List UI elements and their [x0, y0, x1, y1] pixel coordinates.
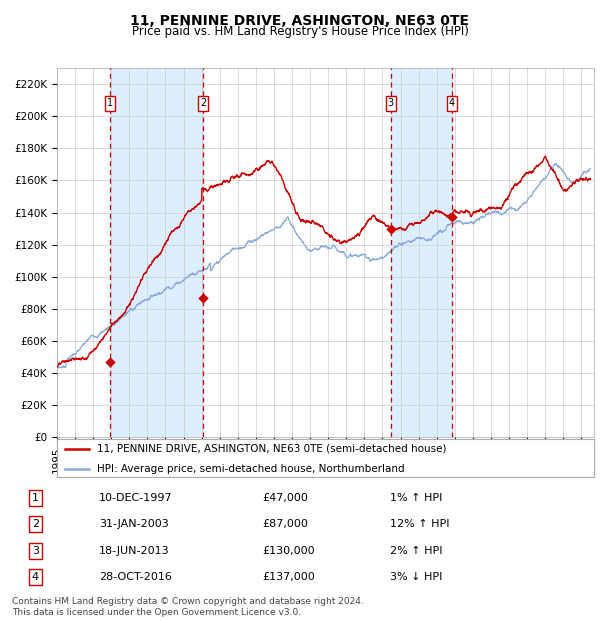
- Text: 11, PENNINE DRIVE, ASHINGTON, NE63 0TE (semi-detached house): 11, PENNINE DRIVE, ASHINGTON, NE63 0TE (…: [97, 443, 447, 454]
- Text: 1% ↑ HPI: 1% ↑ HPI: [391, 493, 443, 503]
- Bar: [391, 68, 452, 437]
- Text: HPI: Average price, semi-detached house, Northumberland: HPI: Average price, semi-detached house,…: [97, 464, 405, 474]
- Point: [198, 293, 208, 303]
- Text: 28-OCT-2016: 28-OCT-2016: [100, 572, 172, 582]
- Text: 1: 1: [32, 493, 39, 503]
- Text: £130,000: £130,000: [262, 546, 315, 556]
- Text: 4: 4: [449, 99, 455, 108]
- Text: 3: 3: [32, 546, 39, 556]
- Text: 18-JUN-2013: 18-JUN-2013: [100, 546, 170, 556]
- Text: 3% ↓ HPI: 3% ↓ HPI: [391, 572, 443, 582]
- Text: Contains HM Land Registry data © Crown copyright and database right 2024.
This d: Contains HM Land Registry data © Crown c…: [12, 598, 364, 617]
- Text: 4: 4: [32, 572, 39, 582]
- Text: Price paid vs. HM Land Registry's House Price Index (HPI): Price paid vs. HM Land Registry's House …: [131, 25, 469, 38]
- Text: 10-DEC-1997: 10-DEC-1997: [100, 493, 173, 503]
- Text: 11, PENNINE DRIVE, ASHINGTON, NE63 0TE: 11, PENNINE DRIVE, ASHINGTON, NE63 0TE: [131, 14, 470, 28]
- Text: 1: 1: [107, 99, 113, 108]
- Point: [447, 213, 457, 223]
- Point: [386, 224, 395, 234]
- Text: £87,000: £87,000: [262, 520, 308, 529]
- Text: 31-JAN-2003: 31-JAN-2003: [100, 520, 169, 529]
- Text: 2% ↑ HPI: 2% ↑ HPI: [391, 546, 443, 556]
- Text: £47,000: £47,000: [262, 493, 308, 503]
- Text: 12% ↑ HPI: 12% ↑ HPI: [391, 520, 450, 529]
- Text: 2: 2: [200, 99, 206, 108]
- Text: 3: 3: [388, 99, 394, 108]
- Text: £137,000: £137,000: [262, 572, 315, 582]
- Text: 2: 2: [32, 520, 39, 529]
- Point: [106, 356, 115, 366]
- Bar: [110, 68, 203, 437]
